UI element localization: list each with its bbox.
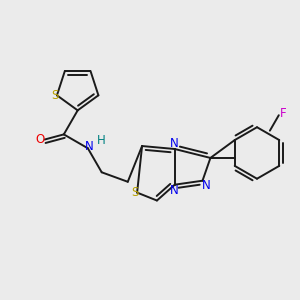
Text: S: S (51, 89, 59, 102)
Text: H: H (97, 134, 106, 147)
Text: N: N (84, 140, 93, 153)
Text: O: O (35, 133, 44, 146)
Text: N: N (202, 179, 211, 192)
Text: S: S (131, 186, 139, 199)
Text: N: N (169, 184, 178, 197)
Text: N: N (169, 136, 178, 150)
Text: F: F (279, 107, 286, 120)
